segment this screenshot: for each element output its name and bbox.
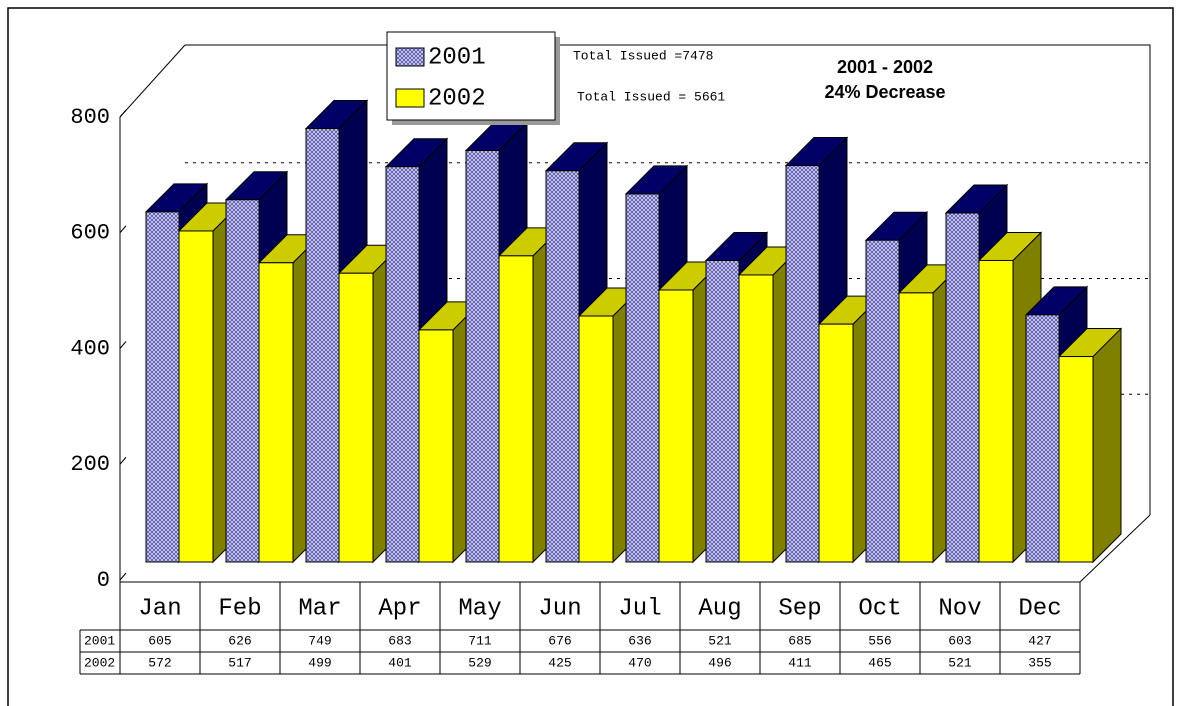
x-tick-label: Jan [138,595,181,622]
table-cell: 683 [388,633,411,648]
bar [338,272,374,563]
bar [225,199,260,563]
bar [945,212,980,563]
bar [1058,356,1094,563]
x-tick-label: Nov [938,595,981,622]
annotation: 2001 - 2002 [837,57,933,77]
tick-mark [119,109,127,118]
bar [145,211,180,563]
table-cell: 425 [548,655,571,670]
legend-swatch [395,88,425,108]
y-tick-label: 800 [70,105,110,130]
table-row-label: 2001 [84,633,115,648]
table-cell: 355 [1028,655,1051,670]
tick-mark [119,572,127,581]
x-tick-label: May [458,595,501,622]
x-tick-label: Mar [298,595,341,622]
table-cell: 626 [228,633,251,648]
tick-mark [119,225,127,234]
frame [7,7,1174,706]
table-row-label: 2002 [84,655,115,670]
y-tick-label: 0 [97,568,110,593]
x-tick-label: Sep [778,595,821,622]
bar [418,329,454,563]
tick-mark [119,341,127,349]
table-cell: 499 [308,655,331,670]
bar [578,315,614,563]
y-tick-label: 200 [70,452,110,477]
bar [705,259,740,563]
legend-label: 2001 [428,44,486,71]
plot [144,99,1150,564]
table-cell: 427 [1028,633,1051,648]
annotation: 24% Decrease [824,82,945,102]
table-cell: 556 [868,633,891,648]
bar [1025,314,1060,563]
x-tick-label: Feb [218,595,261,622]
table-cell: 496 [708,655,731,670]
legend-swatch [395,47,425,67]
x-tick-label: Dec [1018,595,1061,622]
bar-side [1092,327,1122,564]
bar [305,128,340,563]
bar [178,230,214,563]
bar [625,193,660,563]
x-tick-label: Aug [698,595,741,622]
table-cell: 572 [148,655,171,670]
table-cell: 685 [788,633,811,648]
table-cell: 605 [148,633,171,648]
table-cell: 676 [548,633,571,648]
table-cell: 749 [308,633,331,648]
bar [818,323,854,563]
table-cell: 401 [388,655,412,670]
bar [738,274,774,563]
table-cell: 517 [228,655,251,670]
table-cell: 411 [788,655,812,670]
bar [865,239,900,563]
data-table: 2001 605 626 749 683 711 676 636 521 685 556 603 427… [79,582,1081,675]
annotation: Total Issued = 5661 [577,89,725,104]
bar [978,259,1014,563]
table-cell: 603 [948,633,971,648]
x-tick-label: Jun [538,595,581,622]
bar [898,292,934,563]
table-cell: 470 [628,655,651,670]
table-cell: 711 [468,633,492,648]
table-cell: 521 [708,633,732,648]
y-tick-label: 400 [70,336,110,361]
bar [785,165,820,563]
bar [545,170,580,563]
x-tick-label: Oct [858,595,901,622]
bar [385,166,420,563]
legend: 2001 2002 [386,31,560,125]
table-cell: 529 [468,655,491,670]
x-tick-label: Apr [378,595,421,622]
y-tick-label: 600 [70,221,110,246]
bar [465,150,500,563]
bar [498,255,534,563]
table-cell: 521 [948,655,972,670]
bar [258,262,294,563]
legend-label: 2002 [428,85,486,112]
tick-mark [119,456,127,465]
table-cell: 465 [868,655,891,670]
table-cell: 636 [628,633,651,648]
annotation: Total Issued =7478 [573,48,713,63]
bar [658,289,694,563]
x-tick-label: Jul [618,595,661,622]
